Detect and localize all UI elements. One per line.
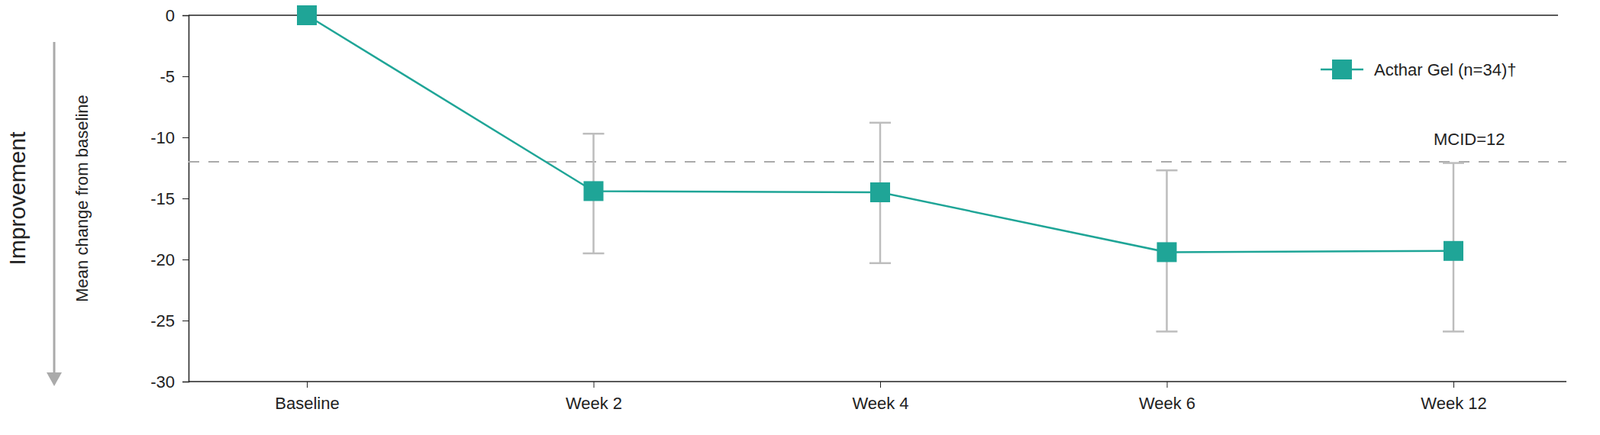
error-bar xyxy=(1156,170,1178,332)
x-tick: Week 6 xyxy=(1138,381,1196,413)
x-tick-label: Baseline xyxy=(274,393,339,413)
legend: Acthar Gel (n=34)† xyxy=(1320,59,1517,80)
plot-area xyxy=(296,5,1465,332)
error-bar-cap xyxy=(1156,330,1178,333)
y-tick: -25 xyxy=(150,311,189,331)
reference-label: MCID=12 xyxy=(1433,129,1506,149)
x-tick-label: Week 2 xyxy=(565,393,623,413)
error-bar xyxy=(1442,163,1465,333)
y-tick-mark xyxy=(182,137,189,139)
x-tick-mark xyxy=(306,381,308,388)
y-tick-mark xyxy=(182,381,189,383)
error-bar-cap xyxy=(583,132,605,136)
x-tick-label: Week 6 xyxy=(1138,393,1196,413)
y-axis-line xyxy=(182,16,190,383)
error-bar xyxy=(583,133,605,254)
series-marker xyxy=(1443,241,1464,262)
series-marker xyxy=(296,5,317,26)
series-marker xyxy=(583,180,604,201)
x-tick: Week 12 xyxy=(1420,381,1487,413)
y-tick-mark xyxy=(182,76,189,78)
y-tick: 0 xyxy=(165,6,189,26)
y-tick-mark xyxy=(182,15,189,17)
error-bar-cap xyxy=(1156,169,1178,172)
y-tick-mark xyxy=(182,259,189,261)
y-tick-label: -5 xyxy=(159,67,175,87)
legend-marker xyxy=(1332,59,1352,80)
reference-line xyxy=(188,161,1567,163)
y-tick: -30 xyxy=(150,372,189,392)
series-marker xyxy=(870,182,891,203)
error-bar-cap xyxy=(1442,330,1465,333)
chart: 0 -5 -10 -15 -20 -25 -30 Baseline Week 2 Week 4 We… xyxy=(0,0,1600,435)
frame-top xyxy=(188,14,1559,17)
y-tick-label: -20 xyxy=(150,250,175,270)
error-bar-cap xyxy=(583,252,605,255)
x-tick-label: Week 4 xyxy=(851,393,909,413)
y-tick: -15 xyxy=(150,189,189,209)
y-tick-label: -10 xyxy=(150,128,175,148)
y-tick-mark xyxy=(182,320,189,322)
error-bar-cap xyxy=(869,262,891,265)
y-tick: -20 xyxy=(150,250,189,270)
legend-label: Acthar Gel (n=34)† xyxy=(1374,60,1517,80)
x-axis-line xyxy=(188,380,1567,383)
direction-arrow-line xyxy=(53,41,56,375)
y-tick: -5 xyxy=(159,67,189,87)
y-axis-title: Mean change from baseline xyxy=(72,94,92,303)
x-tick: Baseline xyxy=(274,381,339,413)
error-bar-cap xyxy=(869,122,891,125)
x-tick-mark xyxy=(593,381,595,388)
y-tick-label: -30 xyxy=(150,372,175,392)
direction-arrow-head xyxy=(46,372,62,387)
y-tick-label: -25 xyxy=(150,311,175,331)
series-marker xyxy=(1157,241,1178,262)
x-tick: Week 2 xyxy=(565,381,623,413)
error-bar-cap xyxy=(1442,161,1465,165)
x-tick-label: Week 12 xyxy=(1420,393,1487,413)
series-line xyxy=(306,15,1454,252)
y-tick-mark xyxy=(182,198,189,200)
x-tick-mark xyxy=(1453,381,1455,388)
direction-label: Improvement xyxy=(4,131,30,266)
x-axis: Baseline Week 2 Week 4 Week 6 Week 12 xyxy=(188,381,1567,413)
x-tick-mark xyxy=(1167,381,1168,388)
y-tick-label: 0 xyxy=(165,6,175,26)
error-bar xyxy=(869,122,891,264)
x-tick: Week 4 xyxy=(851,381,909,413)
y-tick-label: -15 xyxy=(150,189,175,209)
y-axis: 0 -5 -10 -15 -20 -25 -30 xyxy=(150,6,189,392)
x-tick-mark xyxy=(880,381,881,388)
y-tick: -10 xyxy=(150,128,189,148)
